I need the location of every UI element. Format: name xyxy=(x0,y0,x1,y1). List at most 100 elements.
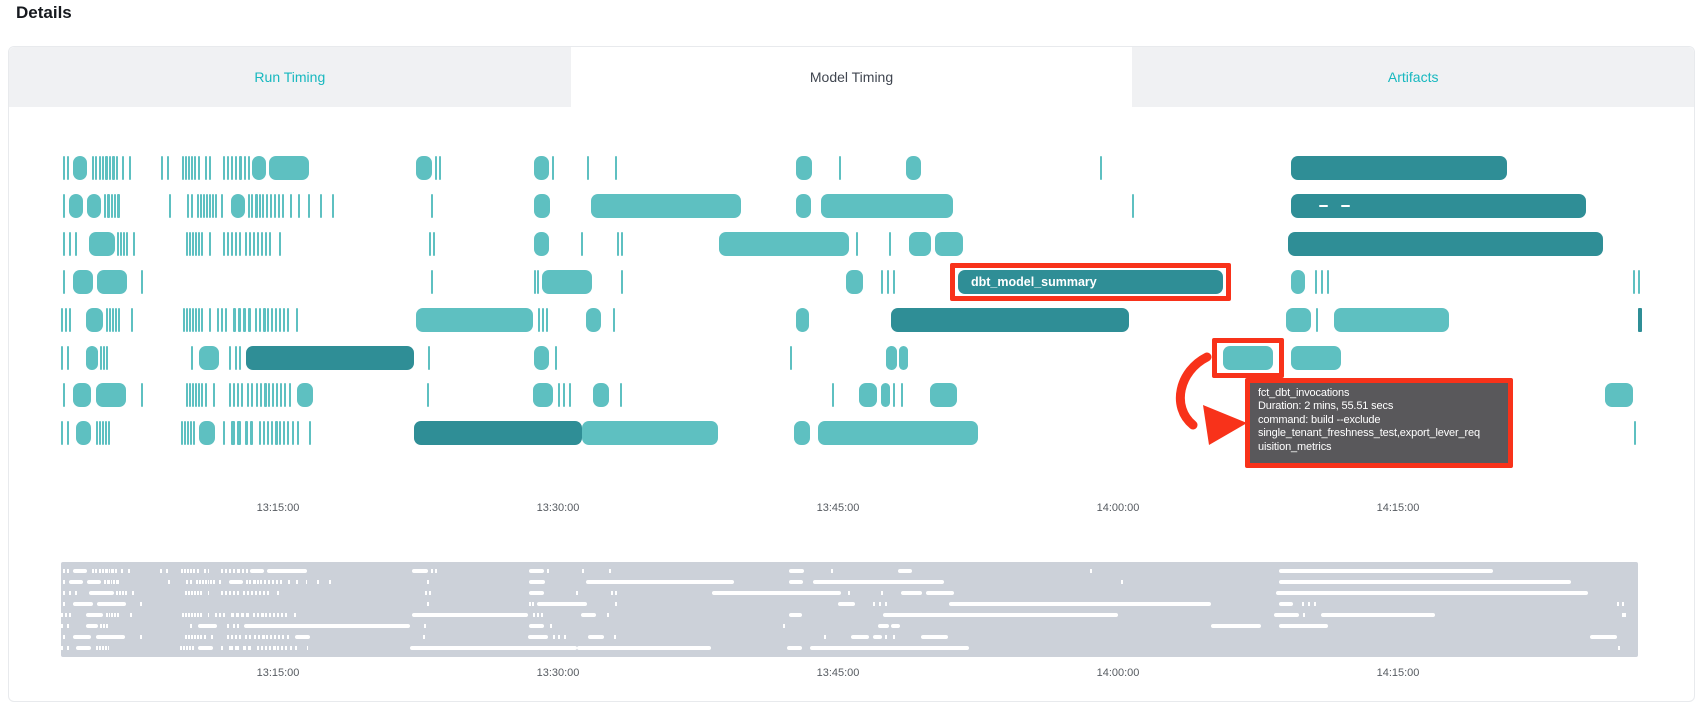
gantt-bar[interactable] xyxy=(587,156,589,180)
gantt-bar[interactable] xyxy=(186,232,188,256)
gantt-bar[interactable] xyxy=(431,194,433,218)
gantt-bar[interactable] xyxy=(552,156,554,180)
gantt-bar[interactable] xyxy=(271,308,273,332)
gantt-bar[interactable] xyxy=(69,308,71,332)
gantt-bar[interactable] xyxy=(209,308,211,332)
gantt-bar[interactable] xyxy=(821,194,953,218)
gantt-bar[interactable] xyxy=(1634,421,1636,445)
gantt-bar[interactable] xyxy=(108,421,110,445)
gantt-bar[interactable] xyxy=(1315,270,1317,294)
gantt-bar[interactable] xyxy=(891,308,1129,332)
gantt-bar[interactable] xyxy=(188,156,190,180)
gantt-bar[interactable] xyxy=(1291,346,1341,370)
gantt-bar[interactable] xyxy=(538,308,540,332)
gantt-bar[interactable] xyxy=(205,383,207,407)
gantt-bar[interactable] xyxy=(534,156,549,180)
gantt-bar[interactable] xyxy=(105,421,107,445)
gantt-bar[interactable] xyxy=(209,156,211,180)
gantt-bar[interactable] xyxy=(195,308,197,332)
gantt-bar[interactable] xyxy=(297,421,299,445)
gantt-bar[interactable] xyxy=(116,156,118,180)
gantt-bar[interactable] xyxy=(308,194,310,218)
gantt-bar[interactable] xyxy=(269,232,271,256)
tab-run-timing[interactable]: Run Timing xyxy=(254,69,326,85)
gantt-bar[interactable] xyxy=(256,383,258,407)
gantt-bar[interactable] xyxy=(1319,205,1328,207)
gantt-bar[interactable] xyxy=(1291,270,1305,294)
gantt-bar[interactable] xyxy=(279,232,281,256)
gantt-bar[interactable] xyxy=(73,156,87,180)
gantt-bar[interactable] xyxy=(620,383,622,407)
gantt-bar[interactable] xyxy=(181,421,183,445)
gantt-bar[interactable] xyxy=(192,232,194,256)
gantt-bar[interactable] xyxy=(69,194,83,218)
gantt-bar[interactable] xyxy=(221,308,223,332)
gantt-bar[interactable] xyxy=(251,383,253,407)
gantt-bar[interactable] xyxy=(259,194,261,218)
gantt-bar[interactable] xyxy=(1633,270,1635,294)
gantt-bar[interactable] xyxy=(534,346,549,370)
gantt-bar[interactable] xyxy=(1286,308,1311,332)
gantt-bar[interactable] xyxy=(265,232,267,256)
gantt-bar[interactable] xyxy=(839,156,841,180)
gantt-bar[interactable] xyxy=(73,270,93,294)
gantt-bar[interactable] xyxy=(244,156,246,180)
gantt-bar[interactable] xyxy=(169,194,171,218)
gantt-bar[interactable] xyxy=(184,421,186,445)
gantt-bar[interactable] xyxy=(213,383,215,407)
gantt-bar[interactable] xyxy=(309,421,311,445)
gantt-bar[interactable] xyxy=(427,383,429,407)
gantt-bar[interactable] xyxy=(1638,270,1640,294)
gantt-bar[interactable] xyxy=(320,194,322,218)
gantt-bar[interactable] xyxy=(887,270,889,294)
gantt-bar[interactable] xyxy=(89,232,115,256)
gantt-bar[interactable] xyxy=(1341,205,1350,207)
gantt-bar[interactable] xyxy=(287,421,289,445)
gantt-bar[interactable] xyxy=(283,308,285,332)
gantt-bar[interactable] xyxy=(197,194,199,218)
gantt-bar[interactable] xyxy=(96,383,126,407)
gantt-bar[interactable] xyxy=(586,308,601,332)
gantt-bar[interactable] xyxy=(92,156,94,180)
gantt-bar[interactable] xyxy=(183,308,185,332)
gantt-bar[interactable] xyxy=(209,232,211,256)
gantt-bar[interactable] xyxy=(237,383,239,407)
gantt-bar[interactable] xyxy=(274,194,276,218)
gantt-bar[interactable] xyxy=(106,308,108,332)
gantt-bar[interactable] xyxy=(67,156,69,180)
gantt-bar[interactable] xyxy=(103,346,105,370)
gantt-bar[interactable] xyxy=(569,383,571,407)
gantt-bar[interactable] xyxy=(246,346,414,370)
gantt-bar[interactable] xyxy=(1100,156,1102,180)
gantt-bar[interactable] xyxy=(279,308,281,332)
gantt-bar[interactable] xyxy=(61,346,63,370)
gantt-bar[interactable] xyxy=(250,421,253,445)
gantt-bar[interactable] xyxy=(534,270,536,294)
gantt-bar[interactable] xyxy=(1321,270,1323,294)
gantt-bar[interactable] xyxy=(593,383,609,407)
gantt-bar[interactable] xyxy=(122,156,124,180)
gantt-bar[interactable] xyxy=(268,383,270,407)
gantt-bar[interactable] xyxy=(846,270,863,294)
gantt-bar[interactable] xyxy=(591,194,741,218)
gantt-bar[interactable] xyxy=(203,194,205,218)
gantt-bar[interactable] xyxy=(63,270,65,294)
gantt-bar[interactable] xyxy=(201,383,203,407)
gantt-bar[interactable] xyxy=(613,308,615,332)
gantt-bar[interactable] xyxy=(1327,270,1329,294)
gantt-bar[interactable] xyxy=(248,308,251,332)
gantt-bar[interactable] xyxy=(229,383,231,407)
gantt-bar[interactable] xyxy=(112,156,115,180)
gantt-bar[interactable] xyxy=(581,232,583,256)
gantt-bar[interactable] xyxy=(796,308,809,332)
gantt-bar[interactable] xyxy=(198,383,200,407)
gantt-bar[interactable] xyxy=(191,194,193,218)
gantt-bar[interactable] xyxy=(263,421,265,445)
gantt-bar[interactable] xyxy=(195,383,197,407)
gantt-bar[interactable] xyxy=(215,194,217,218)
gantt-bar[interactable] xyxy=(141,383,143,407)
gantt-bar[interactable] xyxy=(533,383,553,407)
gantt-bar[interactable] xyxy=(235,156,237,180)
gantt-bar[interactable] xyxy=(263,308,266,332)
gantt-bar[interactable] xyxy=(416,308,533,332)
